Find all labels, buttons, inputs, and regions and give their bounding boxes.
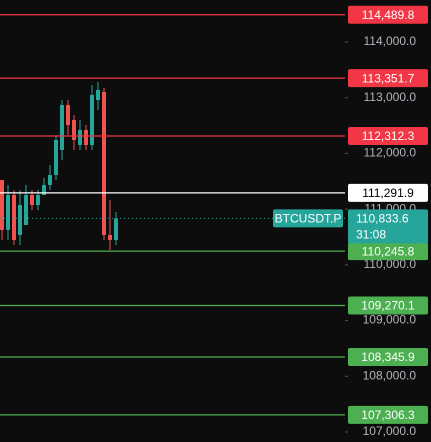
level-label-box	[348, 127, 428, 146]
candle-body	[12, 194, 16, 240]
level-label: 111,291.9	[362, 186, 414, 200]
candle-body	[30, 194, 34, 206]
candle-body	[84, 130, 88, 146]
last-price-box	[348, 209, 428, 244]
candle-body	[0, 179, 4, 230]
candle-body	[42, 185, 46, 195]
level-label-box	[348, 242, 428, 261]
level-label-box	[348, 69, 428, 88]
candle-body	[114, 218, 118, 240]
candle-body	[24, 194, 28, 226]
candle-body	[18, 205, 22, 235]
level-label: 114,489.8	[362, 8, 415, 22]
y-tick-label: 110,000.0	[364, 257, 417, 271]
candle-body	[48, 174, 52, 186]
candle-body	[102, 91, 106, 235]
level-label-box	[348, 296, 428, 315]
candle-body	[66, 105, 70, 126]
candle-body	[78, 130, 82, 146]
candle-body	[72, 119, 76, 140]
candle-body	[60, 105, 64, 150]
candle-body	[96, 89, 100, 100]
symbol-box	[273, 209, 343, 228]
y-tick-label: 112,000.0	[364, 146, 417, 160]
y-tick-label: 108,000.0	[363, 368, 417, 382]
level-label: 113,351.7	[362, 71, 415, 85]
level-label-box	[348, 405, 428, 424]
candle-body	[54, 139, 58, 175]
last-price-label: 110,833.6	[356, 212, 409, 226]
candle-body	[6, 194, 10, 230]
candle-body	[108, 234, 112, 240]
level-label-box	[348, 183, 428, 202]
level-label: 108,345.9	[361, 350, 415, 364]
candle-body	[90, 94, 94, 146]
level-label: 110,245.8	[362, 244, 415, 258]
symbol-label: BTCUSDT.P	[275, 212, 342, 226]
candle-body	[36, 194, 40, 206]
countdown-label: 31:08	[356, 228, 386, 242]
level-label: 107,306.3	[361, 408, 415, 422]
level-label: 112,312.3	[362, 129, 415, 143]
y-tick-label: 114,000.0	[364, 34, 417, 48]
y-tick-label: 109,000.0	[363, 313, 417, 327]
y-tick-label: 107,000.0	[363, 424, 417, 438]
level-label-box	[348, 347, 428, 366]
y-tick-label: 113,000.0	[364, 90, 417, 104]
level-label: 109,270.1	[361, 299, 415, 313]
level-label-box	[348, 5, 428, 24]
